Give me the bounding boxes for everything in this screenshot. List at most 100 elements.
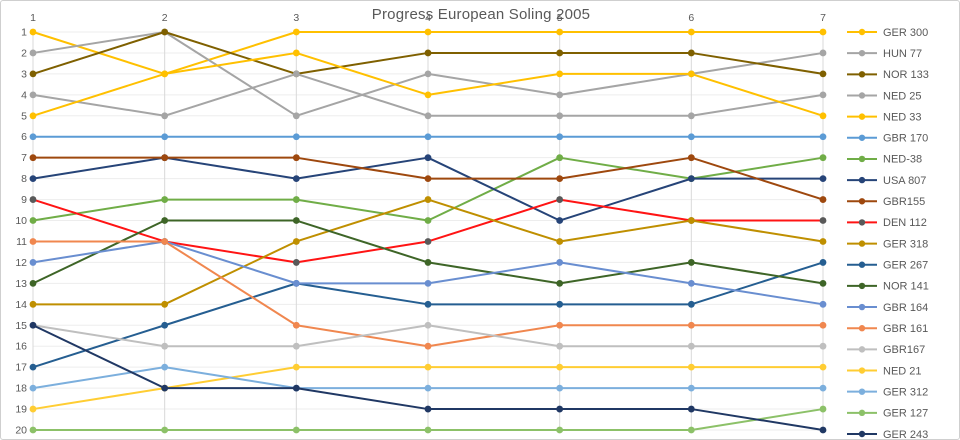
legend-item-gbr-170: GBR 170 — [847, 133, 928, 145]
legend-item-nor-141: NOR 141 — [847, 281, 929, 293]
data-point-ger-267-race-4 — [424, 300, 432, 308]
data-point-usa-807-race-4 — [424, 154, 432, 162]
data-point-ger-267-race-5 — [556, 300, 564, 308]
legend-swatch-marker — [858, 430, 866, 438]
legend-item-usa-807: USA 807 — [847, 175, 926, 187]
legend-swatch-marker — [858, 325, 866, 332]
data-point-hun-77-race-1 — [29, 49, 37, 57]
legend-swatch-marker — [858, 28, 866, 36]
data-point-hun-77-race-7 — [819, 49, 827, 57]
y-axis-tick-label: 9 — [21, 194, 27, 206]
data-point-ned-38-race-7 — [819, 154, 827, 162]
data-point-ned-21-race-5 — [556, 363, 564, 371]
legend-label: GER 243 — [883, 429, 928, 440]
data-point-nor-133-race-2 — [161, 28, 169, 36]
legend-swatch-marker — [858, 134, 866, 141]
data-point-gbr-170-race-5 — [556, 133, 564, 141]
legend-swatch-marker — [858, 71, 866, 78]
data-point-den-112-race-7 — [819, 217, 827, 224]
legend-item-ger-300: GER 300 — [847, 27, 928, 39]
data-point-ned-33-race-1 — [29, 112, 37, 120]
data-point-gbr-161-race-3 — [292, 321, 300, 329]
data-point-nor-133-race-5 — [556, 49, 564, 57]
data-point-ger-318-race-6 — [687, 217, 695, 224]
data-point-gbr-161-race-4 — [424, 342, 432, 350]
x-axis-tick-label: 4 — [425, 12, 431, 24]
data-point-gbr155-race-5 — [556, 175, 564, 183]
data-point-nor-141-race-2 — [161, 217, 169, 224]
legend-label: GER 312 — [883, 386, 928, 398]
legend-label: GER 127 — [883, 408, 928, 420]
legend-swatch-marker — [858, 155, 866, 163]
data-point-ger-127-race-2 — [161, 426, 169, 434]
y-axis-tick-label: 6 — [21, 131, 27, 143]
data-point-gbr155-race-6 — [687, 154, 695, 162]
data-point-ger-318-race-7 — [819, 238, 827, 245]
data-point-ned-33-race-7 — [819, 112, 827, 120]
legend-item-ger-318: GER 318 — [847, 238, 928, 250]
data-point-ger-267-race-1 — [29, 363, 37, 371]
data-point-ned-21-race-3 — [292, 363, 300, 371]
data-point-nor-141-race-3 — [292, 217, 300, 224]
data-point-ned-33-race-2 — [161, 70, 169, 78]
data-point-gbr167-race-2 — [161, 342, 169, 350]
y-axis-tick-label: 20 — [15, 425, 27, 437]
data-point-ned-21-race-6 — [687, 363, 695, 371]
x-axis-tick-label: 6 — [688, 12, 694, 24]
data-point-ger-312-race-7 — [819, 384, 827, 392]
legend-label: DEN 112 — [883, 217, 927, 229]
data-point-ger-127-race-5 — [556, 426, 564, 434]
legend-label: GBR167 — [883, 344, 925, 356]
data-point-ned-38-race-4 — [424, 217, 432, 224]
legend-item-den-112: DEN 112 — [847, 217, 927, 229]
data-point-usa-807-race-6 — [687, 175, 695, 183]
legend-item-ned-33: NED 33 — [847, 111, 922, 123]
legend-item-ger-267: GER 267 — [847, 260, 928, 272]
legend-item-nor-133: NOR 133 — [847, 69, 929, 81]
data-point-gbr-164-race-4 — [424, 279, 432, 287]
data-point-ned-33-race-4 — [424, 91, 432, 99]
legend-label: GER 300 — [883, 27, 928, 39]
data-point-ger-312-race-2 — [161, 363, 169, 371]
legend-item-ned-21: NED 21 — [847, 365, 922, 377]
legend-item-ger-243: GER 243 — [847, 429, 928, 440]
data-point-ned-38-race-1 — [29, 217, 37, 224]
data-point-ger-127-race-3 — [292, 426, 300, 434]
y-axis-tick-label: 11 — [16, 236, 27, 248]
legend-item-gbr-161: GBR 161 — [847, 323, 928, 335]
data-point-nor-141-race-1 — [29, 279, 37, 287]
data-point-gbr-170-race-1 — [29, 133, 37, 141]
legend-swatch-marker — [858, 261, 866, 268]
data-point-ned-25-race-4 — [424, 112, 432, 120]
data-point-ned-25-race-6 — [687, 112, 695, 120]
data-point-ger-243-race-7 — [819, 426, 827, 434]
y-axis-tick-label: 15 — [15, 320, 27, 332]
data-point-hun-77-race-3 — [292, 112, 300, 120]
data-point-gbr-161-race-5 — [556, 321, 564, 329]
y-axis-tick-label: 13 — [15, 278, 27, 290]
data-point-ger-267-race-7 — [819, 259, 827, 266]
data-point-ned-25-race-1 — [29, 91, 37, 99]
legend-swatch-marker — [858, 240, 866, 247]
legend-label: NED 33 — [883, 111, 922, 123]
data-point-ger-300-race-5 — [556, 28, 564, 36]
legend-swatch-marker — [858, 367, 866, 374]
data-point-ger-243-race-4 — [424, 405, 432, 413]
data-point-ger-243-race-5 — [556, 405, 564, 413]
data-point-gbr-170-race-3 — [292, 133, 300, 141]
y-axis-tick-label: 12 — [15, 257, 27, 269]
data-point-ned-21-race-7 — [819, 363, 827, 371]
legend-label: GER 267 — [883, 260, 928, 272]
x-axis-tick-label: 2 — [162, 12, 168, 24]
data-point-ger-267-race-6 — [687, 300, 695, 308]
y-axis-tick-label: 3 — [21, 68, 27, 80]
legend-swatch-marker — [858, 219, 866, 226]
data-point-ned-38-race-3 — [292, 196, 300, 203]
data-point-gbr-170-race-7 — [819, 133, 827, 141]
data-point-gbr155-race-3 — [292, 154, 300, 162]
legend-swatch-marker — [858, 92, 866, 99]
data-point-ger-318-race-2 — [161, 300, 169, 308]
data-point-gbr-164-race-1 — [29, 259, 37, 266]
legend-swatch-marker — [858, 282, 866, 290]
y-axis-tick-label: 14 — [15, 299, 27, 311]
